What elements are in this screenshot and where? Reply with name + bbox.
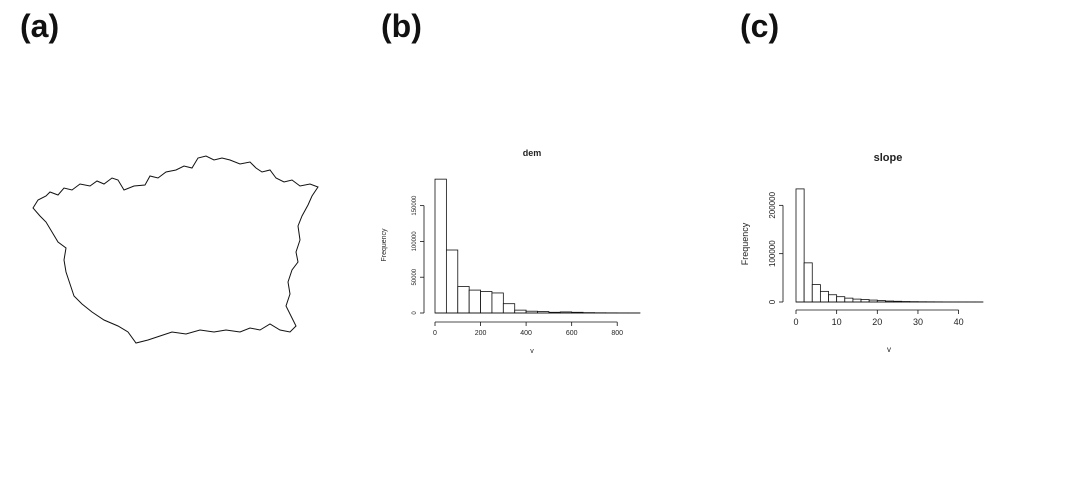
basin-boundary [32, 155, 319, 344]
x-axis-label-slope: v [887, 345, 891, 354]
histogram-bar [795, 188, 805, 303]
x-tick-label: 0 [433, 330, 437, 337]
histogram-bar [844, 297, 854, 303]
x-axis-label-dem: v [530, 348, 534, 355]
histogram-bar [828, 294, 838, 303]
y-tick-label: 50000 [412, 268, 418, 285]
y-tick-label: 100000 [412, 231, 418, 252]
x-tick-label: 600 [566, 330, 578, 337]
axes-dem: 0 200 400 600 800 0 50000 100000 150000 [412, 195, 640, 337]
y-tick-label: 150000 [412, 195, 418, 216]
x-tick-label: 40 [954, 317, 964, 327]
chart-title-slope: slope [874, 152, 903, 164]
y-tick-label: 0 [412, 311, 418, 315]
y-tick-label: 100000 [768, 240, 777, 267]
panel-label-a: (a) [20, 8, 60, 44]
x-tick-label: 10 [832, 317, 842, 327]
x-tick-label: 20 [872, 317, 882, 327]
panel-label-b: (b) [381, 8, 422, 44]
panel-label-c: (c) [740, 8, 780, 44]
bars-slope [795, 188, 984, 303]
histogram-bar [852, 298, 862, 303]
axes-slope: 0 10 20 30 40 0 100000 200000 [768, 191, 983, 327]
basin-outline-map [32, 155, 319, 344]
histogram-bar [819, 290, 829, 303]
x-tick-label: 400 [520, 330, 532, 337]
y-tick-label: 200000 [768, 191, 777, 218]
x-tick-label: 200 [475, 330, 487, 337]
histogram-bar [836, 296, 846, 303]
x-tick-label: 0 [793, 317, 798, 327]
x-tick-label: 800 [611, 330, 623, 337]
y-tick-label: 0 [768, 299, 777, 304]
y-axis-label-dem: Frequency [381, 228, 388, 262]
histogram-bar [803, 262, 813, 303]
chart-title-dem: dem [523, 148, 542, 158]
x-tick-label: 30 [913, 317, 923, 327]
histogram-bar [811, 284, 821, 303]
y-axis-label-slope: Frequency [740, 222, 750, 265]
